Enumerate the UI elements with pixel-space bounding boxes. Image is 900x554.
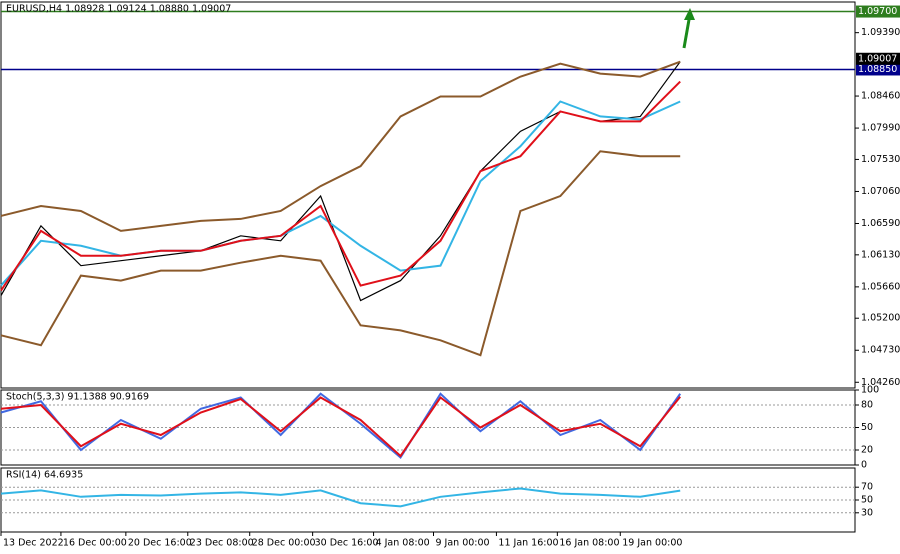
price-label: 1.08850	[858, 64, 897, 75]
y-tick-label: 1.08460	[861, 91, 900, 102]
y-tick-label: 50	[861, 495, 873, 506]
x-tick-label: 20 Dec 16:00	[128, 538, 192, 549]
current-price-label: 1.09007	[858, 53, 897, 64]
panel-frame	[0, 1, 856, 389]
current-price-box	[856, 52, 900, 65]
series-line	[0, 396, 681, 458]
series-line	[0, 60, 681, 232]
x-tick-label: 30 Dec 16:00	[315, 538, 379, 549]
x-tick-label: 19 Jan 00:00	[622, 538, 682, 549]
y-tick-label: 1.07060	[861, 186, 900, 197]
y-tick-label: 1.04260	[861, 377, 900, 388]
series-line	[0, 150, 681, 357]
y-tick-label: 100	[861, 385, 879, 396]
x-tick-label: 28 Dec 00:00	[252, 538, 316, 549]
y-tick-label: 30	[861, 507, 873, 518]
price-label: 1.09700	[858, 6, 897, 17]
series-line	[0, 100, 681, 287]
y-tick-label: 1.07530	[861, 154, 900, 165]
x-tick-label: 11 Jan 16:00	[498, 538, 558, 549]
panel-title: Stoch(5,3,3) 91.1388 90.9169	[6, 392, 149, 403]
y-tick-label: 50	[861, 422, 873, 433]
y-tick-label: 1.05660	[861, 281, 900, 292]
x-tick-label: 9 Jan 00:00	[435, 538, 489, 549]
y-tick-label: 1.07990	[861, 123, 900, 134]
panel-title: EURUSD,H4 1.08928 1.09124 1.08880 1.0900…	[6, 4, 231, 15]
y-tick-label: 20	[861, 445, 873, 456]
y-tick-label: 1.05200	[861, 313, 900, 324]
price-label-box	[856, 63, 900, 76]
panel-title: RSI(14) 64.6935	[6, 470, 83, 481]
price-label-box	[856, 5, 900, 18]
x-tick-label: 13 Dec 2022	[3, 538, 64, 549]
x-tick-label: 16 Dec 00:00	[63, 538, 127, 549]
x-tick-label: 4 Jan 08:00	[376, 538, 430, 549]
series-line	[0, 487, 681, 508]
y-tick-label: 1.04730	[861, 345, 900, 356]
y-tick-label: 0	[861, 460, 867, 471]
y-tick-label: 1.09390	[861, 27, 900, 38]
y-tick-label: 70	[861, 482, 873, 493]
series-line	[0, 80, 681, 292]
arrow-head	[684, 8, 695, 20]
y-tick-label: 1.06590	[861, 218, 900, 229]
x-tick-label: 23 Dec 08:00	[190, 538, 254, 549]
y-tick-label: 1.06130	[861, 249, 900, 260]
x-tick-label: 16 Jan 08:00	[559, 538, 619, 549]
y-tick-label: 80	[861, 400, 873, 411]
